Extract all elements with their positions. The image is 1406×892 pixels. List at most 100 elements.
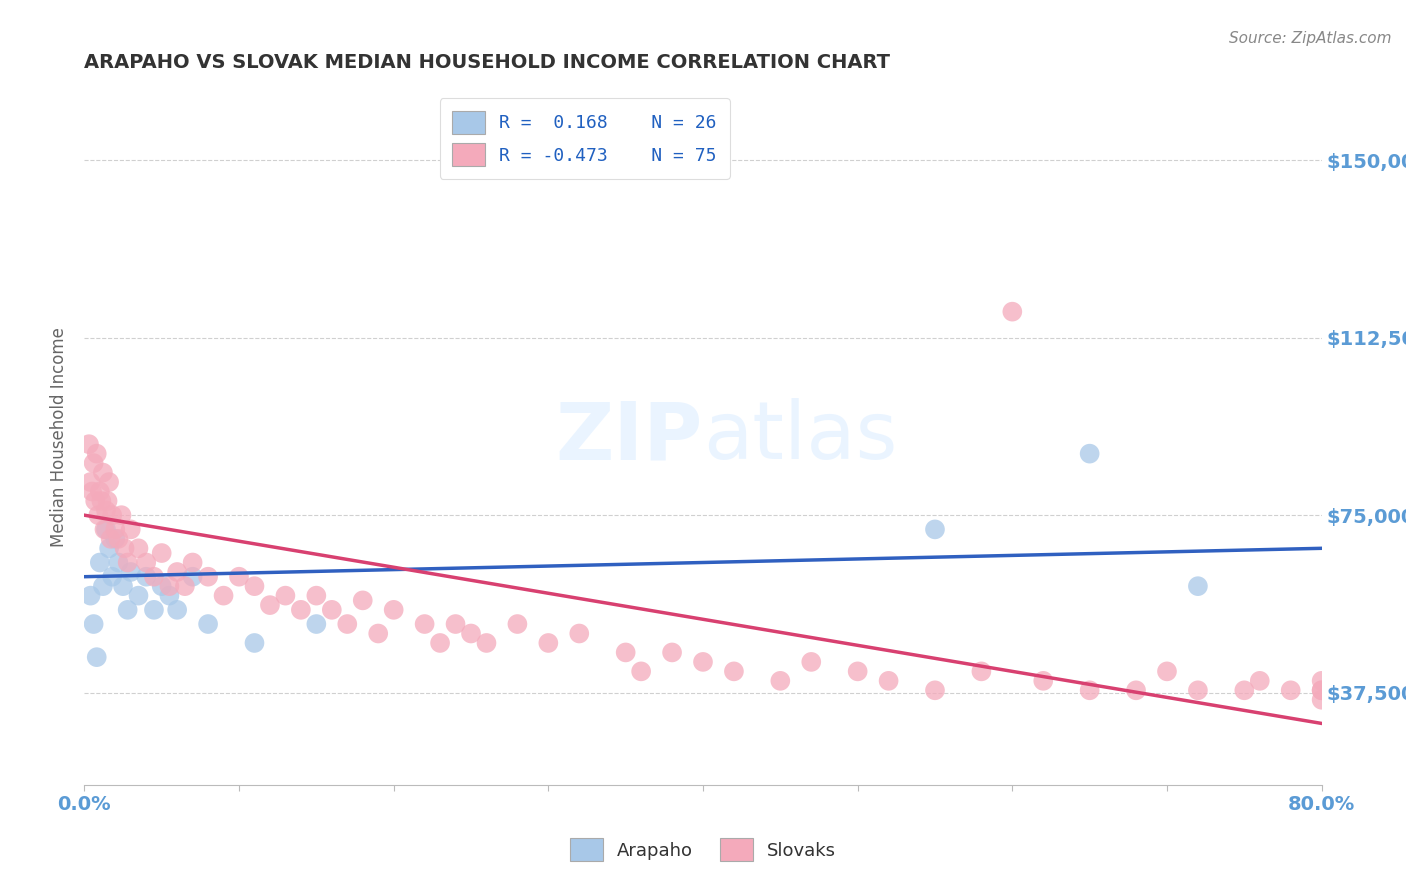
Point bbox=[800, 655, 823, 669]
Point bbox=[352, 593, 374, 607]
Point bbox=[127, 589, 149, 603]
Point bbox=[98, 475, 121, 489]
Point bbox=[150, 579, 173, 593]
Point bbox=[101, 508, 124, 523]
Point bbox=[98, 541, 121, 556]
Point bbox=[166, 565, 188, 579]
Point bbox=[83, 456, 105, 470]
Point bbox=[91, 466, 114, 480]
Point bbox=[107, 556, 129, 570]
Point bbox=[159, 579, 180, 593]
Point bbox=[475, 636, 498, 650]
Point bbox=[94, 522, 117, 536]
Y-axis label: Median Household Income: Median Household Income bbox=[49, 327, 67, 547]
Point bbox=[117, 603, 139, 617]
Point bbox=[1187, 683, 1209, 698]
Point bbox=[846, 665, 869, 679]
Point bbox=[877, 673, 900, 688]
Point bbox=[614, 645, 637, 659]
Point bbox=[924, 522, 946, 536]
Text: atlas: atlas bbox=[703, 398, 897, 476]
Point bbox=[1156, 665, 1178, 679]
Point bbox=[1279, 683, 1302, 698]
Point bbox=[110, 508, 132, 523]
Point bbox=[630, 665, 652, 679]
Point bbox=[1187, 579, 1209, 593]
Point bbox=[1032, 673, 1054, 688]
Point bbox=[274, 589, 297, 603]
Point bbox=[143, 603, 166, 617]
Point bbox=[135, 556, 157, 570]
Point bbox=[86, 447, 108, 461]
Point bbox=[429, 636, 451, 650]
Legend: R =  0.168    N = 26, R = -0.473    N = 75: R = 0.168 N = 26, R = -0.473 N = 75 bbox=[440, 98, 730, 179]
Point bbox=[1310, 673, 1333, 688]
Point bbox=[174, 579, 197, 593]
Point bbox=[86, 650, 108, 665]
Point bbox=[104, 522, 127, 536]
Point bbox=[1233, 683, 1256, 698]
Point bbox=[114, 541, 136, 556]
Point bbox=[970, 665, 993, 679]
Point bbox=[94, 503, 117, 517]
Point bbox=[89, 556, 111, 570]
Point bbox=[197, 617, 219, 632]
Point bbox=[460, 626, 482, 640]
Point bbox=[537, 636, 560, 650]
Point bbox=[506, 617, 529, 632]
Point bbox=[91, 579, 114, 593]
Point bbox=[305, 589, 328, 603]
Point bbox=[84, 494, 107, 508]
Text: ARAPAHO VS SLOVAK MEDIAN HOUSEHOLD INCOME CORRELATION CHART: ARAPAHO VS SLOVAK MEDIAN HOUSEHOLD INCOM… bbox=[84, 54, 890, 72]
Point bbox=[79, 589, 101, 603]
Point bbox=[181, 556, 204, 570]
Point bbox=[290, 603, 312, 617]
Text: Source: ZipAtlas.com: Source: ZipAtlas.com bbox=[1229, 31, 1392, 46]
Point bbox=[135, 570, 157, 584]
Point bbox=[127, 541, 149, 556]
Point bbox=[1310, 683, 1333, 698]
Point bbox=[1078, 447, 1101, 461]
Point bbox=[444, 617, 467, 632]
Point bbox=[87, 508, 110, 523]
Point bbox=[181, 570, 204, 584]
Point bbox=[382, 603, 405, 617]
Point bbox=[1125, 683, 1147, 698]
Point bbox=[166, 603, 188, 617]
Point bbox=[107, 532, 129, 546]
Point bbox=[117, 556, 139, 570]
Text: ZIP: ZIP bbox=[555, 398, 703, 476]
Point bbox=[143, 570, 166, 584]
Point bbox=[83, 617, 105, 632]
Legend: Arapaho, Slovaks: Arapaho, Slovaks bbox=[557, 826, 849, 874]
Point bbox=[89, 484, 111, 499]
Point bbox=[228, 570, 250, 584]
Point bbox=[243, 579, 266, 593]
Point bbox=[197, 570, 219, 584]
Point bbox=[367, 626, 389, 640]
Point bbox=[661, 645, 683, 659]
Point bbox=[924, 683, 946, 698]
Point bbox=[413, 617, 436, 632]
Point bbox=[1078, 683, 1101, 698]
Point bbox=[336, 617, 359, 632]
Point bbox=[692, 655, 714, 669]
Point bbox=[769, 673, 792, 688]
Point bbox=[120, 522, 142, 536]
Point bbox=[100, 532, 122, 546]
Point bbox=[112, 579, 135, 593]
Point bbox=[305, 617, 328, 632]
Point bbox=[96, 494, 118, 508]
Point bbox=[243, 636, 266, 650]
Point bbox=[101, 570, 124, 584]
Point bbox=[1249, 673, 1271, 688]
Point bbox=[723, 665, 745, 679]
Point bbox=[321, 603, 343, 617]
Point bbox=[159, 589, 180, 603]
Point bbox=[104, 532, 127, 546]
Point bbox=[90, 494, 112, 508]
Point bbox=[1310, 683, 1333, 698]
Point bbox=[120, 565, 142, 579]
Point bbox=[77, 437, 100, 451]
Point bbox=[259, 598, 281, 612]
